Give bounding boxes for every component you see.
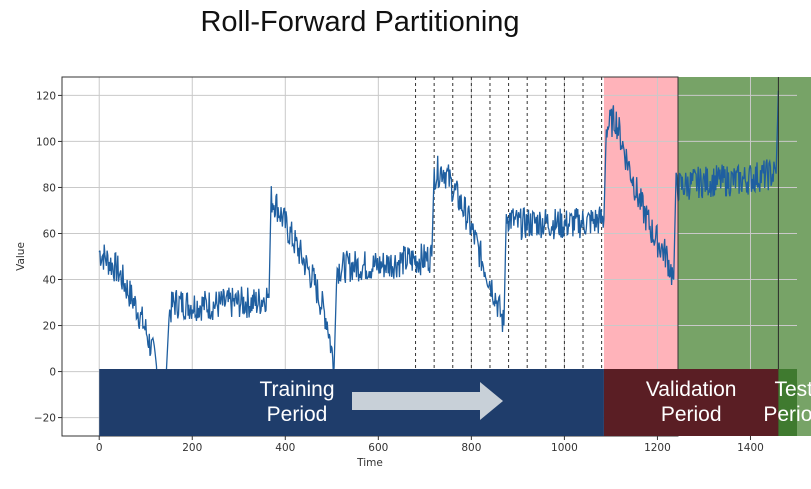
y-ticks: −20 0 20 40 60 80 100 120 bbox=[34, 90, 62, 425]
x-tick-label: 800 bbox=[461, 442, 481, 454]
x-tick-label: 200 bbox=[182, 442, 202, 454]
training-label-line2: Period bbox=[267, 403, 328, 426]
y-tick-label: 20 bbox=[43, 321, 56, 333]
y-tick-label: 0 bbox=[49, 367, 56, 379]
x-axis-label: Time bbox=[356, 457, 383, 469]
y-tick-label: 80 bbox=[43, 182, 56, 194]
y-tick-label: 40 bbox=[43, 275, 56, 287]
x-tick-label: 600 bbox=[368, 442, 388, 454]
test-label-line1: Test bbox=[774, 378, 811, 401]
y-tick-label: −20 bbox=[34, 413, 56, 425]
x-tick-label: 0 bbox=[96, 442, 103, 454]
validation-period-band bbox=[603, 369, 779, 436]
test-period-band bbox=[778, 369, 797, 436]
x-tick-label: 1000 bbox=[551, 442, 578, 454]
x-ticks: 0 200 400 600 800 1000 1200 1400 bbox=[96, 436, 764, 454]
x-tick-label: 400 bbox=[275, 442, 295, 454]
y-tick-label: 60 bbox=[43, 228, 56, 240]
y-axis-label: Value bbox=[15, 242, 27, 271]
x-tick-label: 1400 bbox=[737, 442, 764, 454]
y-tick-label: 100 bbox=[36, 136, 56, 148]
training-period-band bbox=[99, 369, 604, 436]
chart-title: Roll-Forward Partitioning bbox=[200, 6, 520, 38]
validation-label-line1: Validation bbox=[646, 378, 737, 401]
y-tick-label: 120 bbox=[36, 90, 56, 102]
series-line bbox=[98, 90, 780, 425]
validation-label-line2: Period bbox=[661, 403, 722, 426]
x-tick-label: 1200 bbox=[644, 442, 671, 454]
test-label-line2: Period bbox=[763, 403, 811, 426]
training-label-line1: Training bbox=[259, 378, 334, 401]
roll-forward-arrow-icon bbox=[352, 382, 503, 420]
